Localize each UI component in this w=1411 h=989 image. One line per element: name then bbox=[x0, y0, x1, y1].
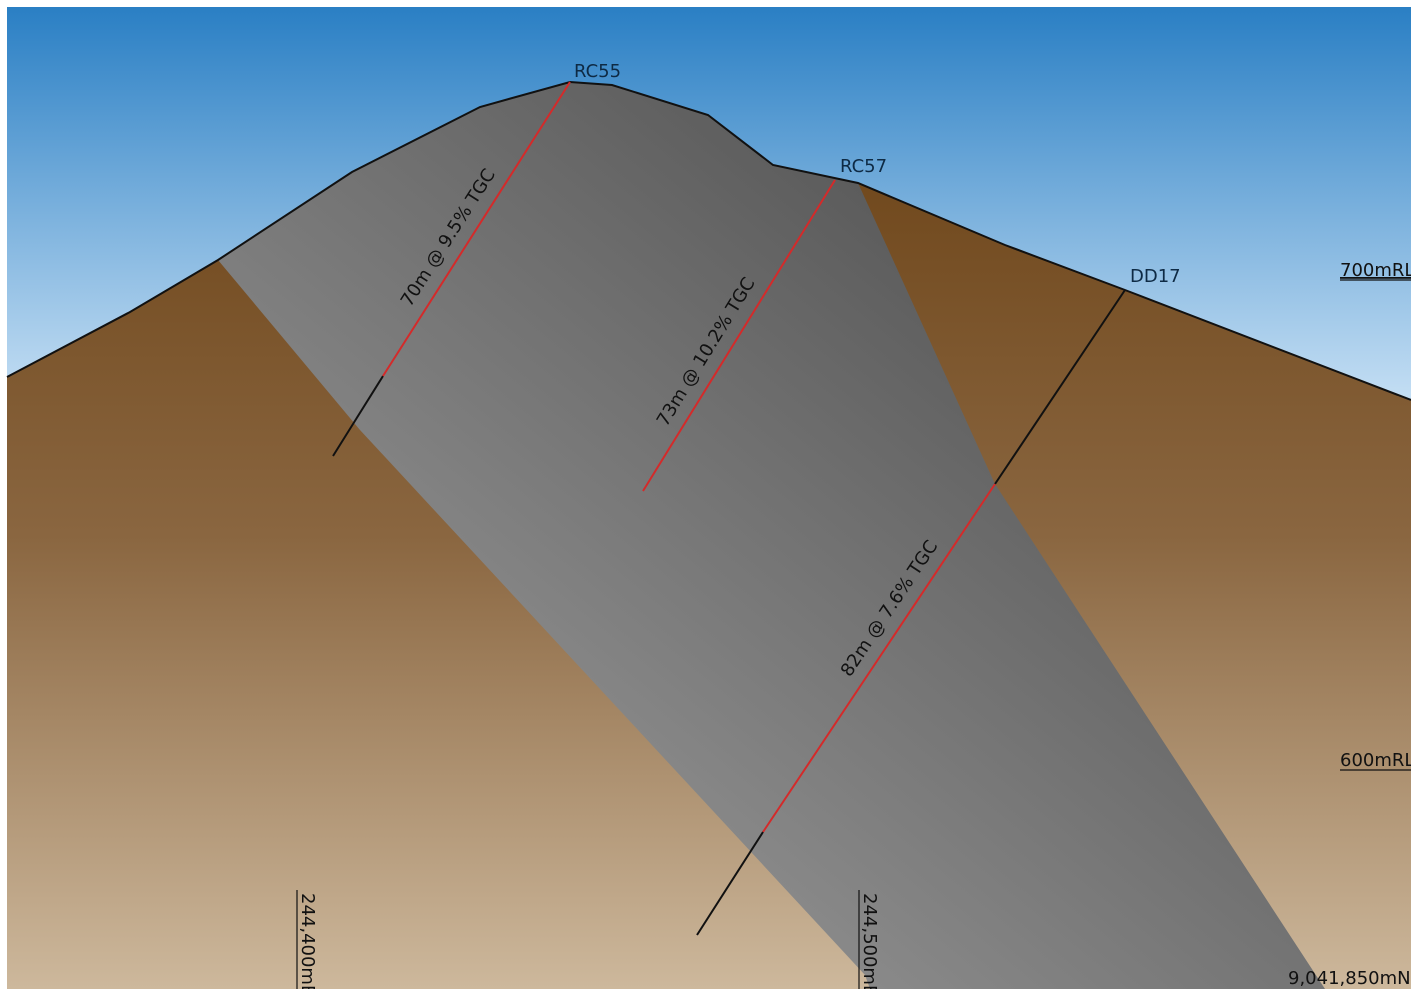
ore-body bbox=[218, 82, 1325, 989]
drill-trace bbox=[696, 831, 764, 936]
easting-label: 244,400mE bbox=[297, 893, 318, 989]
hole-label: RC55 bbox=[574, 61, 621, 82]
intercept bbox=[642, 179, 836, 492]
intercept bbox=[762, 483, 996, 833]
elevation-label: 700mRL bbox=[1340, 260, 1411, 281]
easting-label: 244,500mE bbox=[859, 893, 880, 989]
northing-label: 9,041,850mN bbox=[1288, 968, 1411, 989]
intercept bbox=[382, 81, 571, 377]
hole-label: DD17 bbox=[1130, 266, 1181, 287]
hole-label: RC57 bbox=[840, 156, 887, 177]
topography bbox=[6, 80, 1411, 401]
drill-trace bbox=[332, 375, 384, 457]
drill-trace bbox=[994, 289, 1126, 485]
elevation-label: 600mRL bbox=[1340, 750, 1411, 771]
